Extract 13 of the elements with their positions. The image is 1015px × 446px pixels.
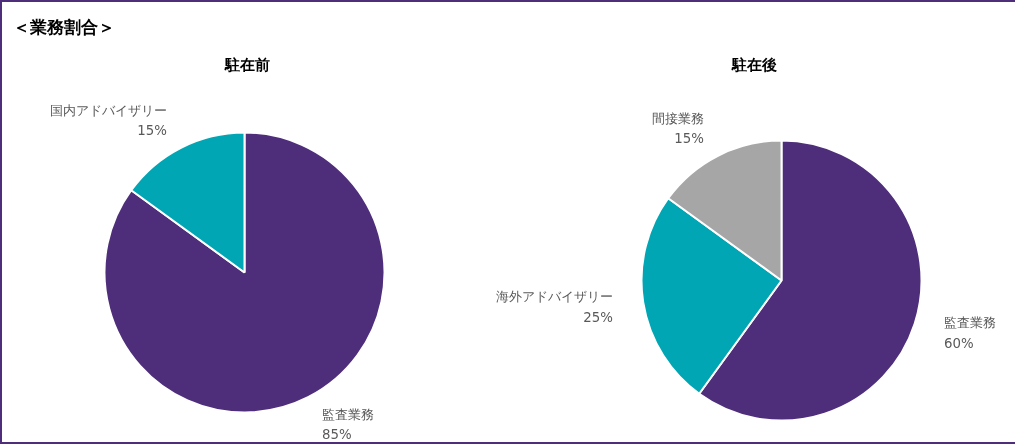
slice-label: 監査業務	[322, 406, 375, 422]
slice-label: 海外アドバイザリー	[495, 289, 613, 305]
data-label: 60%	[943, 336, 974, 352]
chart-title: 駐在後	[730, 56, 777, 73]
chart-title: 駐在前	[224, 56, 270, 73]
slice-label: 国内アドバイザリー	[49, 102, 167, 118]
slice-label: 間接業務	[651, 110, 704, 126]
data-label: 85%	[322, 427, 352, 443]
data-label: 15%	[137, 123, 167, 139]
data-label: 25%	[583, 310, 613, 326]
data-label: 15%	[674, 131, 704, 147]
slice-label: 監査業務	[943, 315, 996, 331]
text: ＜業務割合＞	[12, 16, 115, 37]
